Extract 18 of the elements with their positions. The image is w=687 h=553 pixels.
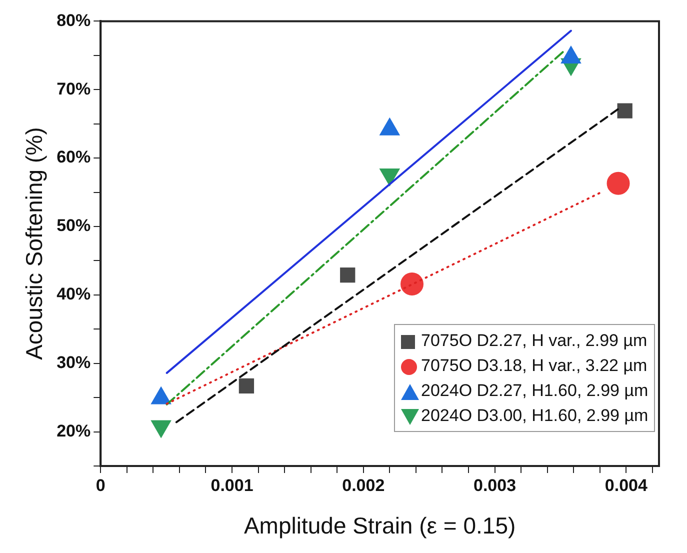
y-tick-label: 70%	[56, 79, 91, 98]
legend-label: 7075O D2.27, H var., 2.99 µm	[421, 331, 648, 350]
x-tick-label: 0.002	[342, 476, 385, 495]
x-tick-label: 0.003	[474, 476, 516, 495]
y-tick-label: 50%	[56, 216, 91, 236]
legend-label: 7075O D3.18, H var., 3.22 µm	[421, 356, 648, 375]
x-tick-label: 0.004	[604, 476, 648, 495]
x-tick-label: 0	[96, 476, 106, 495]
y-tick-label: 60%	[56, 148, 91, 167]
x-tick-label: 0.001	[210, 476, 254, 495]
legend-label: 2024O D3.00, H1.60, 2.99 µm	[421, 406, 648, 425]
legend-label: 2024O D2.27, H1.60, 2.99 µm	[421, 381, 648, 400]
x-axis-title: Amplitude Strain (ε = 0.15)	[244, 512, 516, 539]
y-tick-label: 20%	[56, 421, 91, 440]
y-tick-label: 80%	[56, 10, 91, 30]
y-tick-label: 30%	[56, 353, 91, 372]
y-axis-title: Acoustic Softening (%)	[21, 127, 48, 360]
y-tick-label: 40%	[56, 284, 91, 304]
